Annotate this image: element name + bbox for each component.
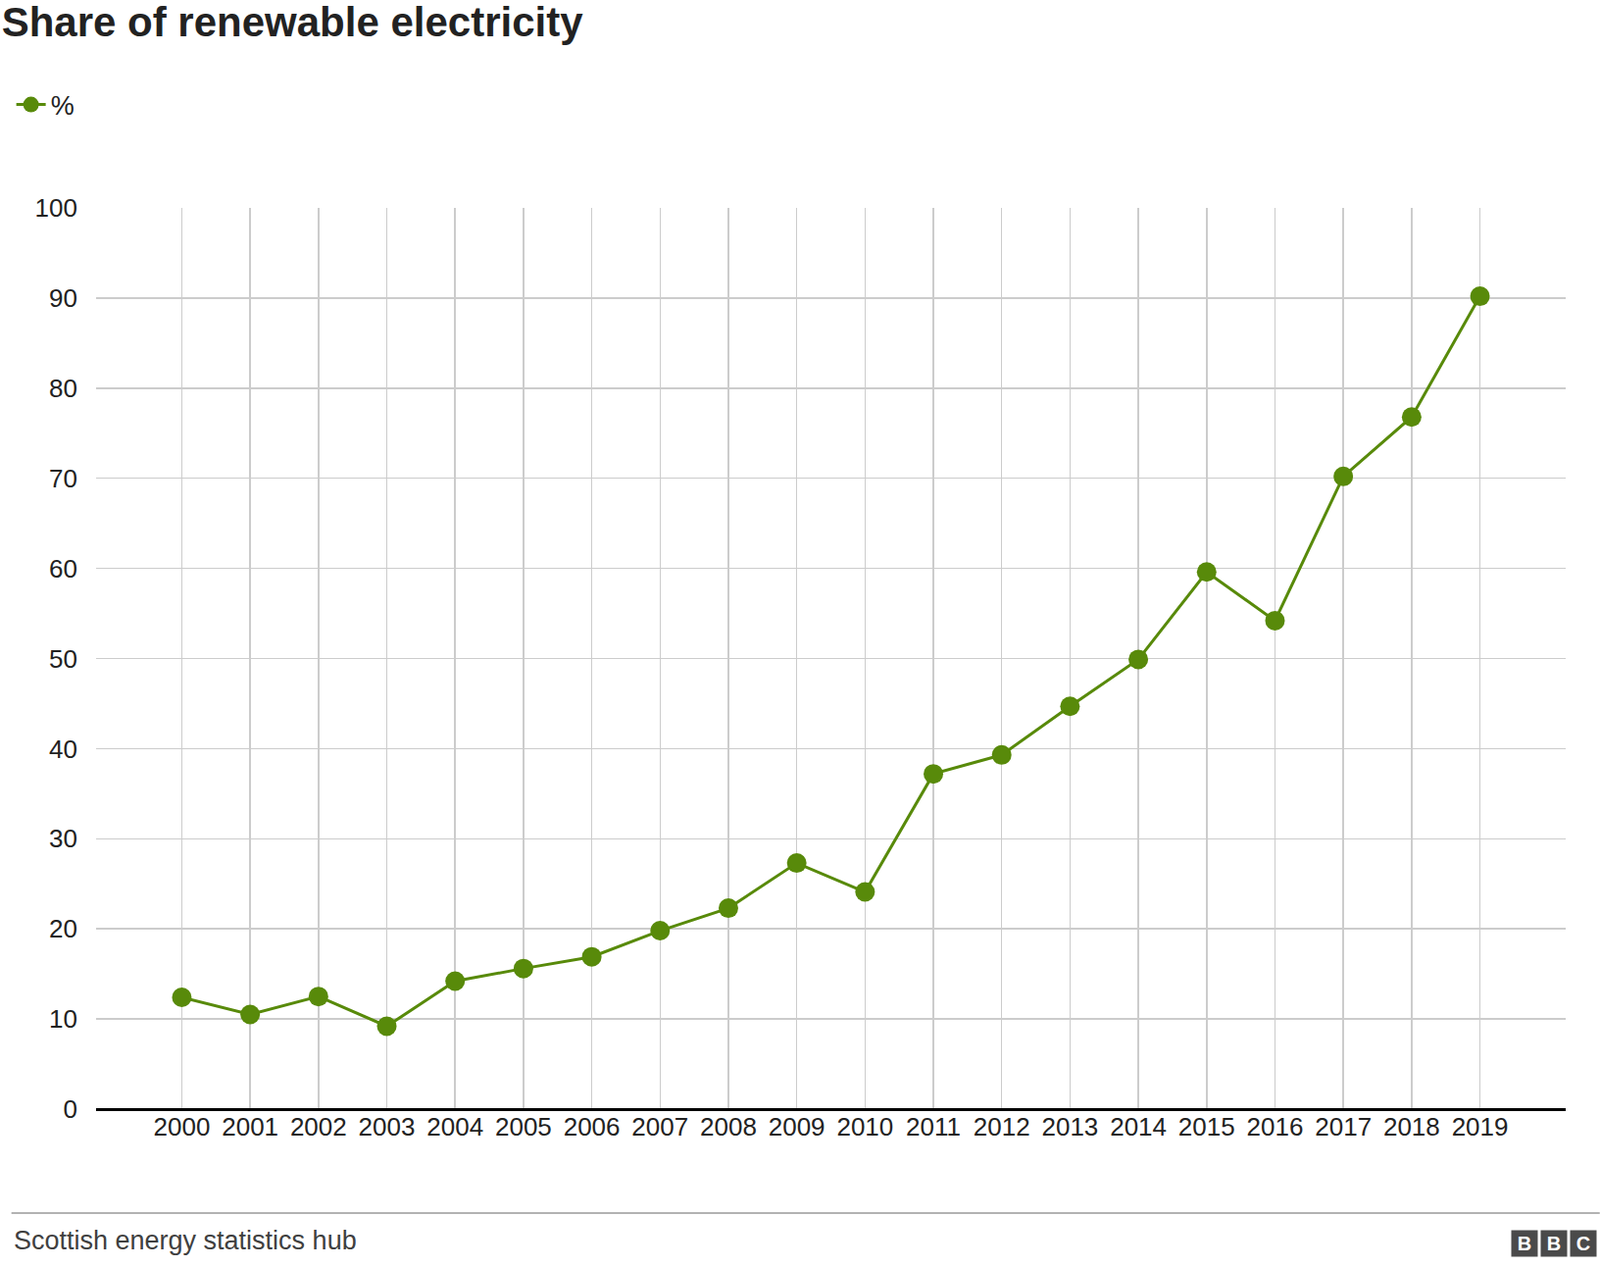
svg-text:2018: 2018 [1383,1111,1441,1142]
svg-text:2001: 2001 [221,1111,279,1142]
svg-text:2019: 2019 [1451,1111,1509,1142]
svg-text:100: 100 [35,193,78,223]
svg-text:2010: 2010 [836,1111,894,1142]
svg-text:60: 60 [49,553,78,584]
svg-text:0: 0 [63,1094,78,1124]
svg-text:90: 90 [49,283,78,313]
svg-text:2000: 2000 [153,1111,211,1142]
svg-text:70: 70 [49,463,78,494]
svg-text:2008: 2008 [700,1111,757,1142]
svg-text:2007: 2007 [631,1111,689,1142]
svg-text:Share of renewable electricity: Share of renewable electricity [1,0,585,46]
svg-text:2009: 2009 [768,1111,826,1142]
svg-text:B: B [1547,1232,1561,1254]
svg-text:2005: 2005 [495,1111,552,1142]
svg-text:2015: 2015 [1178,1111,1236,1142]
svg-text:2011: 2011 [905,1111,961,1142]
svg-text:40: 40 [49,734,78,764]
svg-text:Scottish energy statistics hub: Scottish energy statistics hub [13,1225,357,1255]
svg-text:2002: 2002 [290,1111,348,1142]
svg-text:2003: 2003 [358,1111,416,1142]
svg-text:20: 20 [49,913,78,944]
svg-text:50: 50 [49,644,78,674]
svg-text:C: C [1576,1232,1591,1254]
svg-text:2012: 2012 [973,1111,1031,1142]
svg-text:B: B [1517,1232,1532,1254]
svg-text:%: % [50,91,75,121]
svg-text:10: 10 [49,1003,78,1034]
svg-text:2013: 2013 [1041,1111,1099,1142]
svg-text:2014: 2014 [1109,1111,1167,1142]
svg-text:2017: 2017 [1314,1111,1372,1142]
svg-text:2004: 2004 [426,1111,484,1142]
svg-text:30: 30 [49,823,78,853]
svg-text:80: 80 [49,373,78,403]
svg-text:2016: 2016 [1247,1111,1304,1142]
svg-text:2006: 2006 [563,1111,621,1142]
